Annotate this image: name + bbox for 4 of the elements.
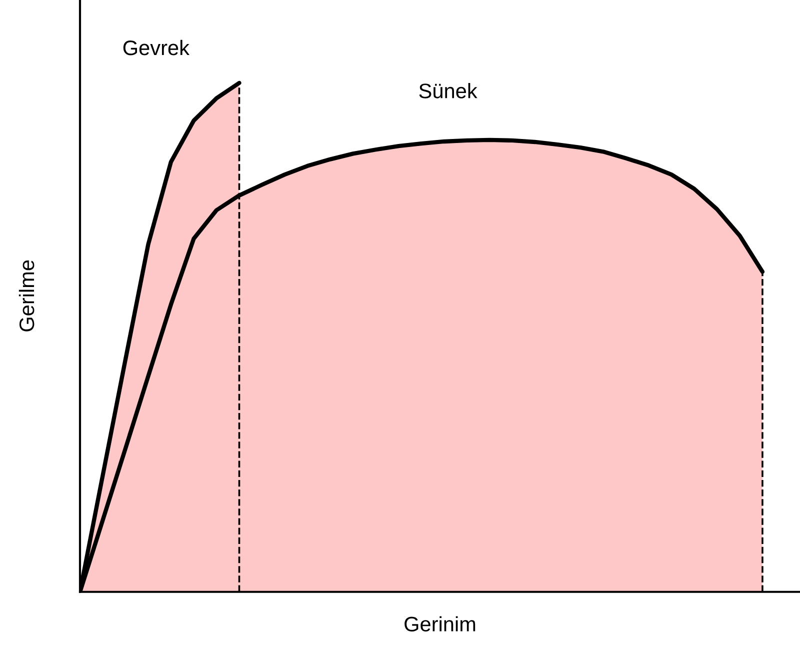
text: Gevrek — [123, 40, 190, 56]
x-axis-title: Gerinim — [404, 616, 476, 632]
text: Sünek — [419, 83, 478, 98]
y-axis-title: Gerilme — [18, 260, 34, 332]
